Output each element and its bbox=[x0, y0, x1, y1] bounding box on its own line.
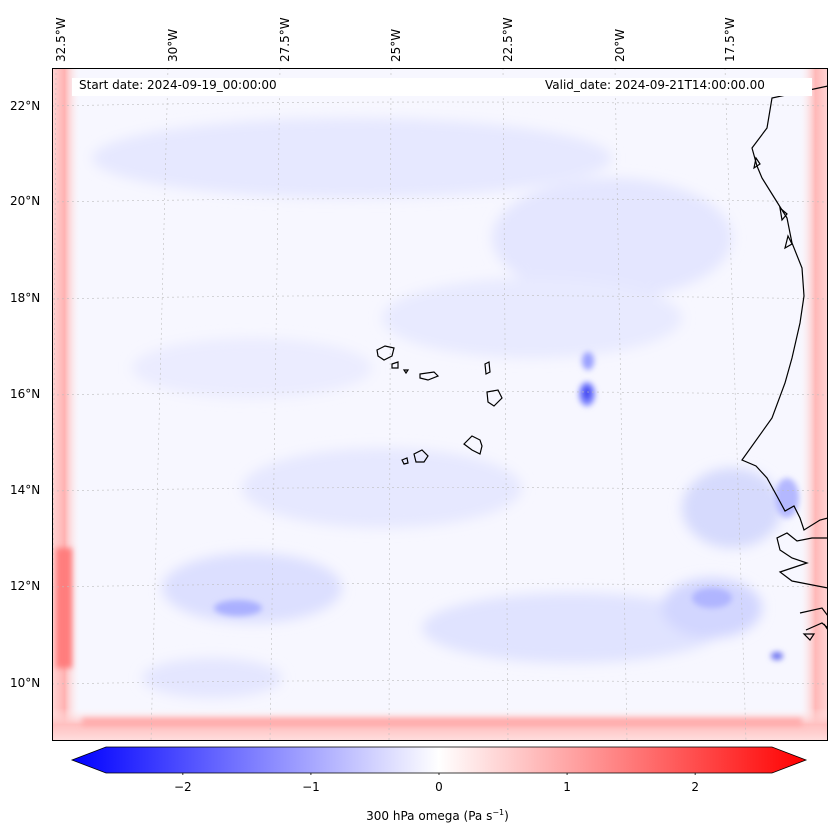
colorbar-tickmarks bbox=[182, 773, 696, 775]
colorbar bbox=[70, 746, 808, 775]
colorbar-label-exponent: −1 bbox=[492, 808, 505, 817]
colorbar-label-end: ) bbox=[504, 809, 509, 823]
omega-negative-field bbox=[92, 118, 782, 698]
colorbar-label: 300 hPa omega (Pa s−1) bbox=[0, 808, 837, 823]
lon-label: 20°W bbox=[613, 28, 627, 62]
colorbar-gradient bbox=[70, 746, 808, 774]
coastline bbox=[741, 85, 828, 641]
cape-verde-islands bbox=[376, 345, 503, 465]
colorbar-tick-label: 1 bbox=[563, 780, 571, 794]
lon-label: 17.5°W bbox=[723, 17, 737, 62]
lat-label: 12°N bbox=[10, 579, 41, 593]
lon-label: 32.5°W bbox=[54, 17, 68, 62]
lon-label: 27.5°W bbox=[278, 17, 292, 62]
lat-label: 20°N bbox=[10, 194, 41, 208]
edge-positive-bottom bbox=[82, 718, 802, 726]
edge-halo-right bbox=[800, 68, 828, 741]
colorbar-tick-label: 0 bbox=[435, 780, 443, 794]
lat-label: 14°N bbox=[10, 483, 41, 497]
colorbar-tick-label: −2 bbox=[173, 780, 192, 794]
edge-positive-max bbox=[56, 548, 72, 668]
lon-label: 30°W bbox=[166, 28, 180, 62]
colorbar-tick-label: −1 bbox=[302, 780, 320, 794]
lat-label: 18°N bbox=[10, 291, 41, 305]
lat-label: 22°N bbox=[10, 99, 41, 113]
colorbar-tick-label: 2 bbox=[691, 780, 699, 794]
lon-label: 22.5°W bbox=[501, 17, 515, 62]
colorbar-label-main: 300 hPa omega (Pa s bbox=[366, 809, 493, 823]
lat-label: 10°N bbox=[10, 676, 41, 690]
valid-date: Valid_date: 2024-09-21T14:00:00.00 bbox=[545, 78, 765, 92]
start-date: Start date: 2024-09-19_00:00:00 bbox=[79, 78, 277, 92]
lon-label: 25°W bbox=[389, 28, 403, 62]
lat-label: 16°N bbox=[10, 387, 41, 401]
map-frame bbox=[52, 68, 828, 741]
omega-strong-negative bbox=[214, 352, 799, 660]
map-panel bbox=[52, 68, 828, 741]
info-strip bbox=[72, 78, 812, 96]
